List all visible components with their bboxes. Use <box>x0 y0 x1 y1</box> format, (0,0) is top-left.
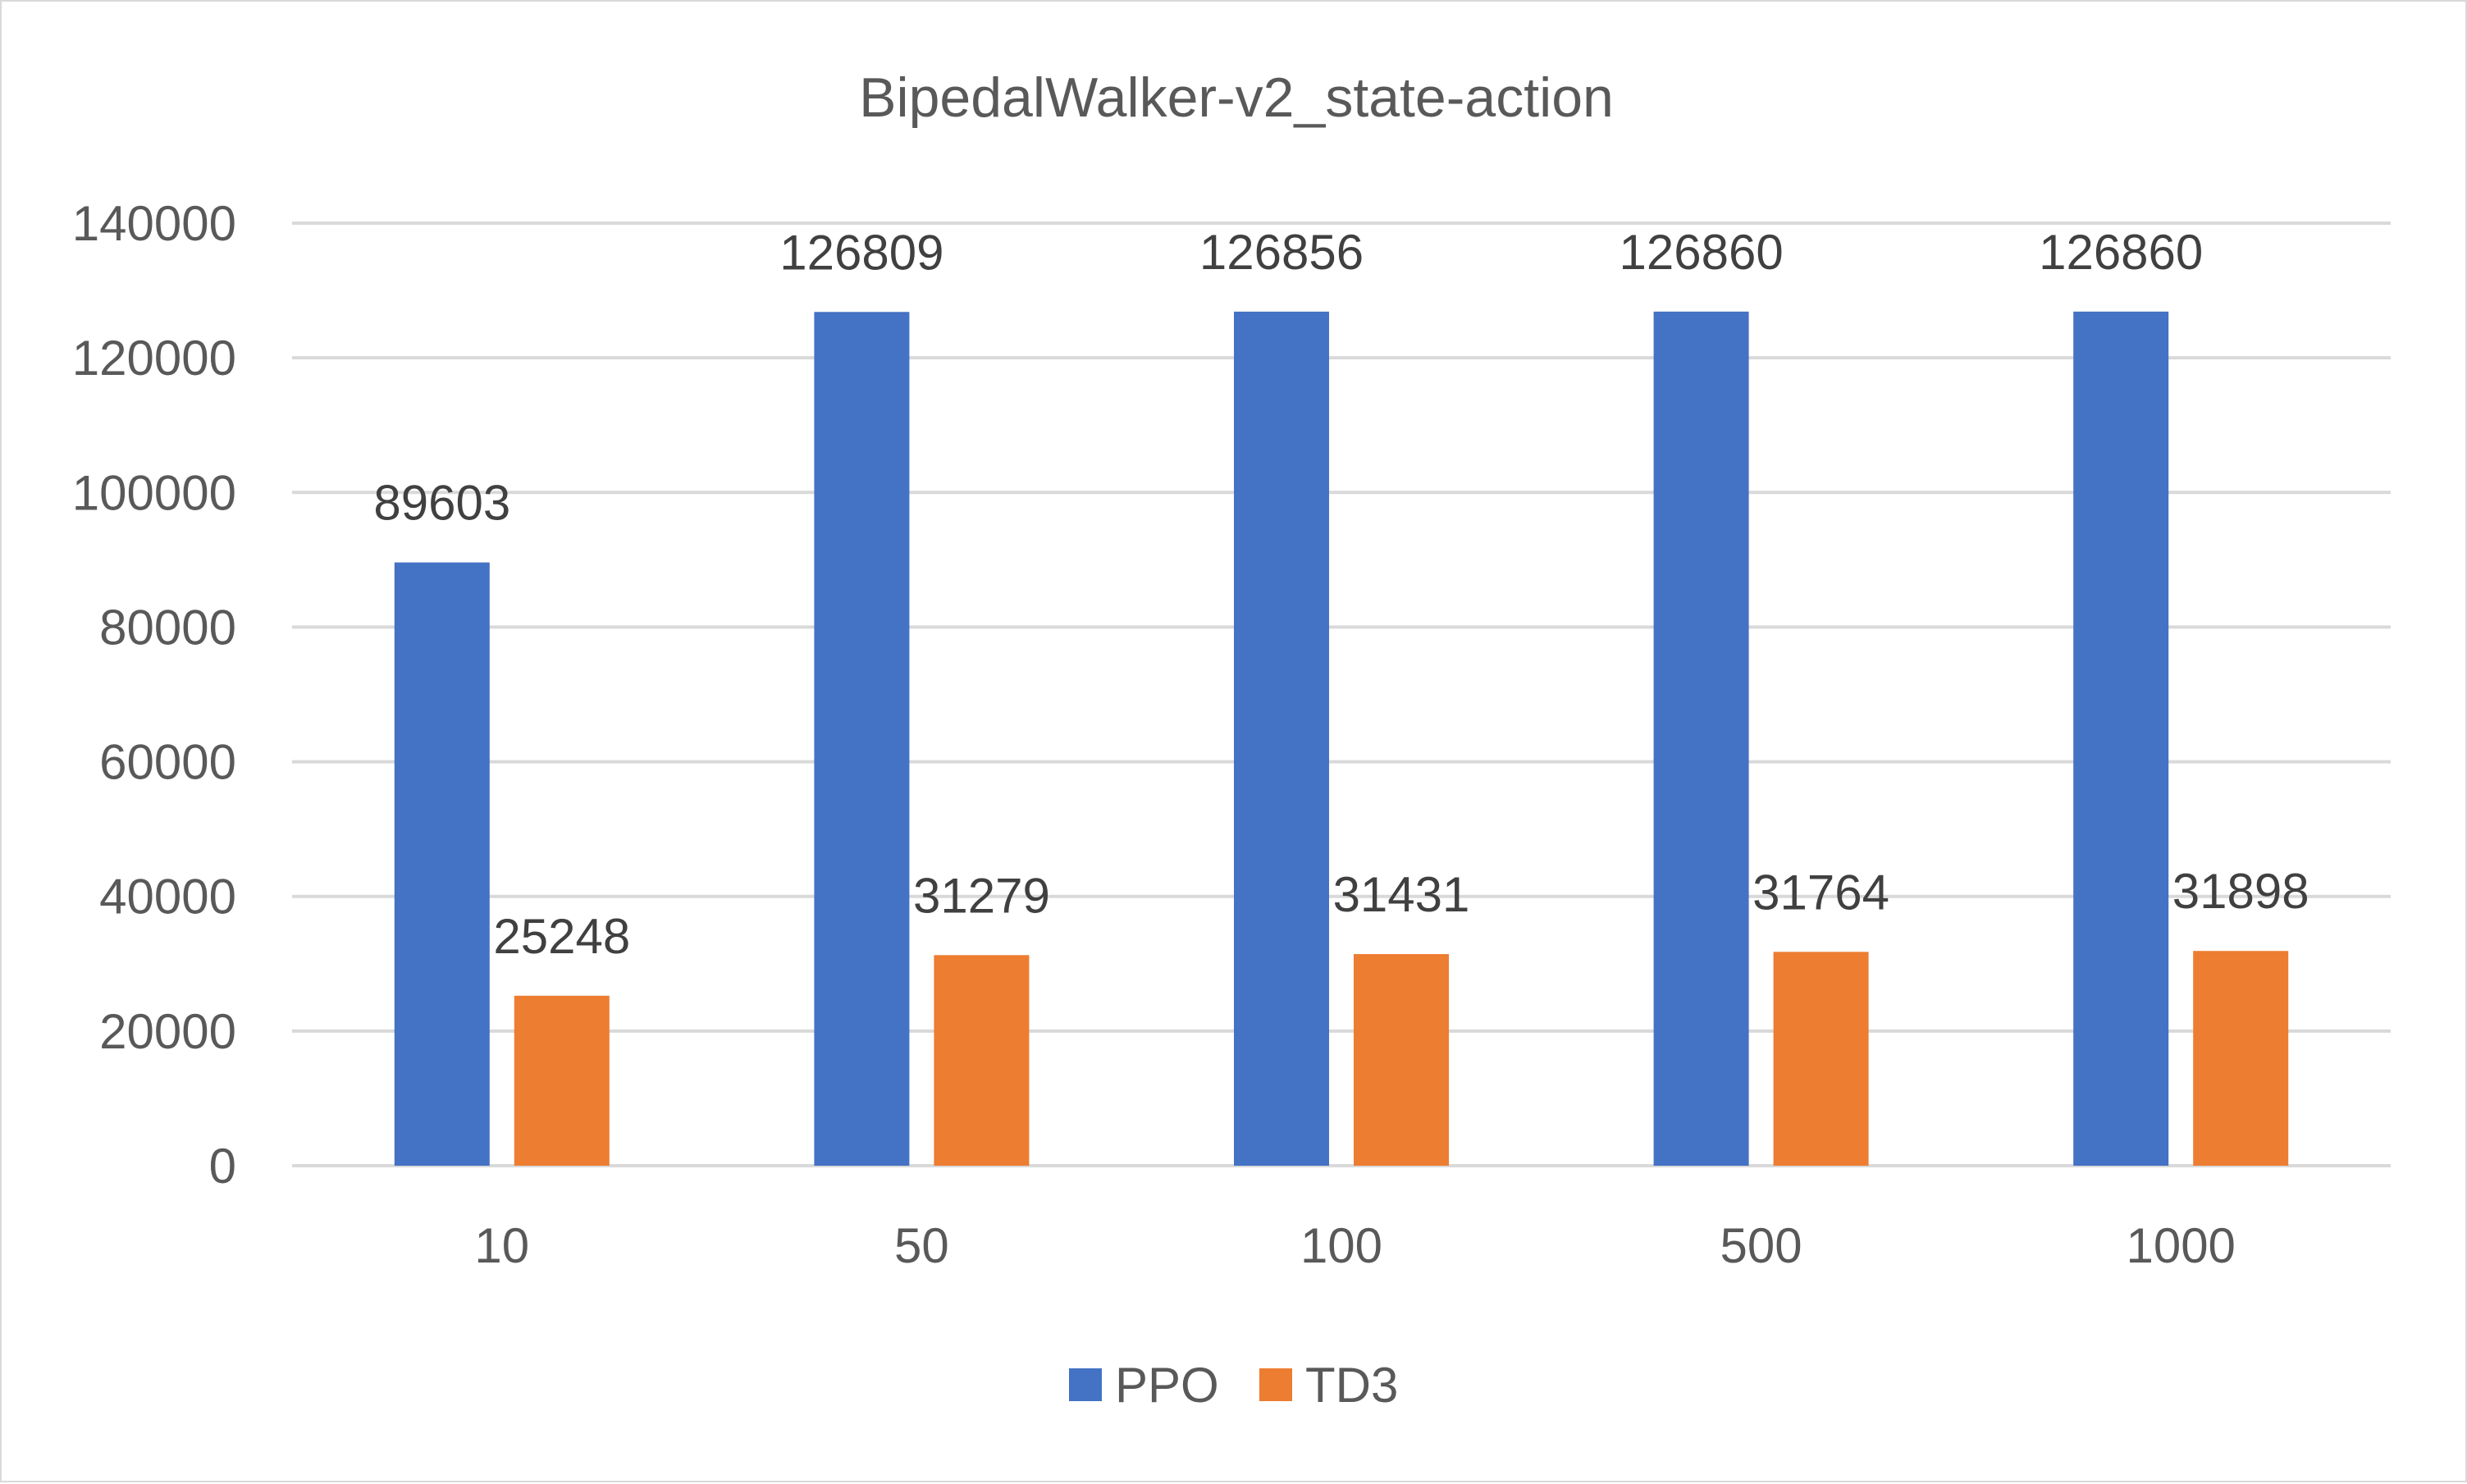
bar-ppo-1000 <box>2073 311 2169 1167</box>
bar-td3-50 <box>934 955 1030 1166</box>
bar-ppo-100 <box>1234 311 1329 1166</box>
gridlines <box>292 221 2391 1167</box>
x-tick-label: 500 <box>1720 1218 1802 1273</box>
legend-label-td3: TD3 <box>1305 1358 1398 1413</box>
x-tick-label: 1000 <box>2126 1218 2235 1273</box>
bar-ppo-10 <box>394 562 490 1166</box>
data-label: 89603 <box>373 476 510 531</box>
data-label: 126860 <box>1619 225 1783 280</box>
y-tick-label: 60000 <box>99 735 236 790</box>
x-tick-label: 10 <box>474 1218 529 1273</box>
data-label: 31898 <box>2172 864 2309 919</box>
data-label: 31431 <box>1333 867 1470 922</box>
bar-ppo-50 <box>814 312 910 1167</box>
x-tick-label: 50 <box>894 1218 949 1273</box>
legend-swatch-td3 <box>1259 1368 1292 1401</box>
y-axis: 0 20000 40000 60000 80000 100000 120000 140000 <box>72 196 236 1194</box>
legend-swatch-ppo <box>1069 1368 1102 1401</box>
data-label: 31764 <box>1752 865 1889 920</box>
legend-label-ppo: PPO <box>1115 1358 1219 1413</box>
bar-td3-500 <box>1773 952 1869 1166</box>
data-label: 126860 <box>2039 225 2203 280</box>
bar-ppo-500 <box>1653 311 1749 1167</box>
y-tick-label: 120000 <box>72 331 236 386</box>
data-label: 31279 <box>913 868 1050 923</box>
y-tick-label: 80000 <box>99 600 236 655</box>
y-tick-label: 40000 <box>99 870 236 925</box>
bars <box>394 311 2289 1167</box>
data-label: 126809 <box>779 225 943 280</box>
data-label: 25248 <box>493 909 630 964</box>
bar-td3-100 <box>1354 954 1449 1166</box>
data-labels: 89603 25248 126809 31279 126856 31431 126860 31… <box>373 225 2309 964</box>
x-axis: 10 50 100 500 1000 <box>474 1218 2236 1273</box>
bar-td3-10 <box>514 995 610 1166</box>
y-tick-label: 100000 <box>72 465 236 520</box>
legend: PPO TD3 <box>1069 1358 1398 1413</box>
x-tick-label: 100 <box>1300 1218 1382 1273</box>
y-tick-label: 0 <box>209 1139 236 1194</box>
chart-title: BipedalWalker-v2_state-action <box>859 66 1614 129</box>
y-tick-label: 20000 <box>99 1004 236 1059</box>
data-label: 126856 <box>1199 225 1364 280</box>
bar-td3-1000 <box>2193 951 2289 1166</box>
y-tick-label: 140000 <box>72 196 236 251</box>
